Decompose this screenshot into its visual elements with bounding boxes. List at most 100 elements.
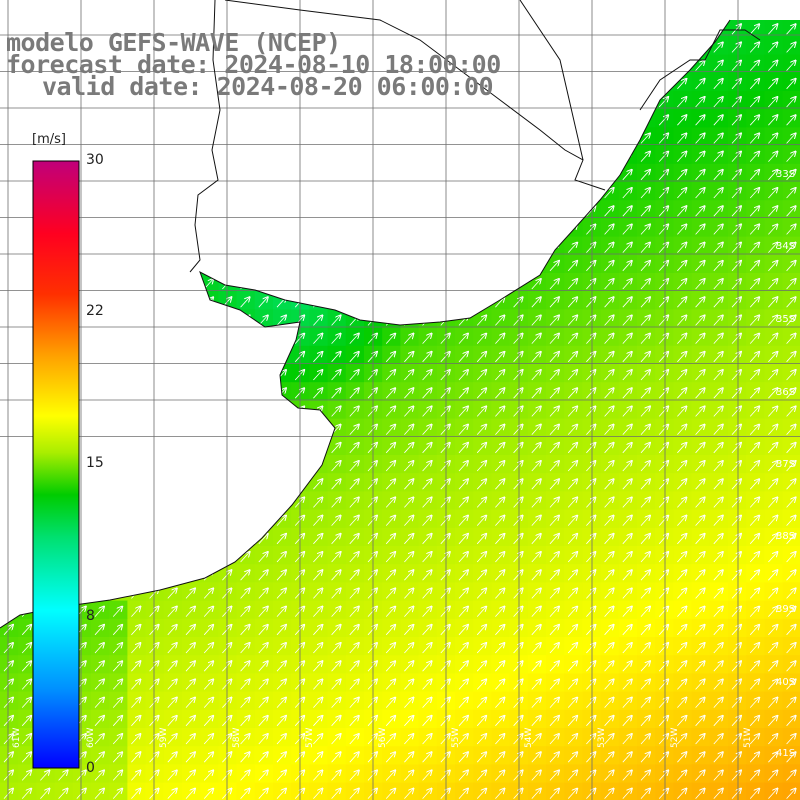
wind-arrow — [731, 206, 741, 217]
speed-cell — [764, 273, 784, 292]
speed-cell — [764, 782, 784, 800]
speed-cell — [382, 382, 401, 401]
speed-cell — [728, 364, 747, 383]
wind-arrow — [313, 315, 322, 326]
speed-cell — [691, 91, 711, 110]
wind-arrow — [549, 315, 559, 326]
wind-arrow — [658, 243, 668, 253]
speed-cell — [709, 182, 729, 201]
speed-cell — [400, 491, 420, 511]
speed-cell — [382, 564, 401, 583]
colorbar-frame — [32, 160, 80, 769]
wind-arrow — [567, 315, 577, 326]
wind-arrow — [713, 388, 723, 399]
speed-cell — [491, 309, 511, 329]
speed-cell — [382, 673, 401, 693]
speed-cell — [691, 455, 711, 474]
speed-cell — [200, 709, 219, 729]
speed-cell — [600, 400, 620, 420]
wind-arrow — [476, 443, 486, 454]
speed-cell — [782, 637, 800, 656]
speed-cell — [491, 327, 511, 347]
wind-arrow — [695, 79, 705, 90]
speed-cell — [709, 109, 729, 128]
speed-cell — [764, 109, 784, 128]
colorbar-tick: 30 — [86, 152, 104, 168]
speed-cell — [728, 182, 747, 201]
speed-cell — [600, 418, 620, 438]
speed-cell — [382, 364, 401, 383]
speed-cell — [491, 691, 511, 711]
speed-cell — [600, 600, 620, 620]
speed-cell — [91, 637, 110, 656]
wind-arrow — [586, 443, 595, 454]
wind-arrow — [458, 370, 468, 381]
speed-cell — [273, 728, 292, 747]
speed-cell — [746, 327, 765, 347]
speed-cell — [673, 455, 693, 474]
speed-cell — [163, 764, 183, 784]
speed-cell — [309, 582, 329, 602]
wind-arrow — [640, 352, 650, 363]
speed-cell — [618, 546, 638, 565]
wind-arrow — [786, 243, 796, 253]
speed-cell — [473, 764, 492, 784]
speed-cell — [782, 254, 800, 274]
speed-cell — [691, 218, 711, 238]
speed-cell — [546, 291, 565, 310]
speed-cell — [163, 637, 183, 656]
wind-arrow — [549, 406, 559, 417]
speed-cell — [327, 491, 347, 511]
speed-cell — [746, 509, 765, 529]
speed-cell — [527, 382, 547, 401]
speed-cell — [546, 345, 565, 365]
wind-arrow — [531, 279, 541, 290]
speed-cell — [600, 564, 620, 583]
speed-cell — [746, 691, 765, 711]
speed-cell — [618, 273, 638, 292]
wind-arrow — [677, 170, 686, 181]
wind-arrow — [677, 133, 686, 144]
speed-cell — [673, 582, 693, 602]
wind-arrow — [604, 388, 614, 399]
speed-cell — [327, 655, 347, 674]
speed-cell — [746, 163, 765, 183]
speed-cell — [345, 600, 365, 620]
wind-arrow — [404, 461, 413, 472]
speed-cell — [109, 764, 128, 784]
speed-cell — [345, 455, 365, 474]
wind-arrow — [677, 352, 686, 363]
speed-cell — [345, 436, 365, 456]
lon-label: 53W — [597, 727, 607, 748]
wind-arrow — [658, 297, 668, 308]
speed-cell — [291, 764, 310, 784]
wind-arrow — [713, 425, 723, 435]
wind-arrow — [567, 297, 577, 308]
speed-cell — [418, 527, 438, 547]
wind-arrow — [476, 425, 486, 435]
speed-cell — [746, 764, 765, 784]
lat-label: 39S — [776, 604, 796, 615]
speed-cell — [637, 709, 656, 729]
wind-arrow — [495, 388, 504, 399]
wind-arrow — [677, 188, 686, 199]
speed-cell — [345, 364, 365, 383]
wind-arrow — [786, 152, 796, 162]
speed-cell — [309, 309, 329, 329]
speed-cell — [691, 72, 711, 92]
speed-cell — [236, 582, 256, 602]
speed-cell — [728, 509, 747, 529]
wind-arrow — [567, 370, 577, 381]
speed-cell — [109, 618, 128, 638]
speed-cell — [564, 491, 583, 511]
speed-cell — [327, 345, 347, 365]
speed-cell — [327, 564, 347, 583]
speed-cell — [564, 764, 583, 784]
wind-arrow — [731, 170, 741, 181]
speed-cell — [273, 564, 292, 583]
wind-arrow — [749, 79, 759, 90]
speed-cell — [564, 728, 583, 747]
speed-cell — [455, 364, 474, 383]
speed-cell — [163, 673, 183, 693]
wind-arrow — [749, 133, 759, 144]
